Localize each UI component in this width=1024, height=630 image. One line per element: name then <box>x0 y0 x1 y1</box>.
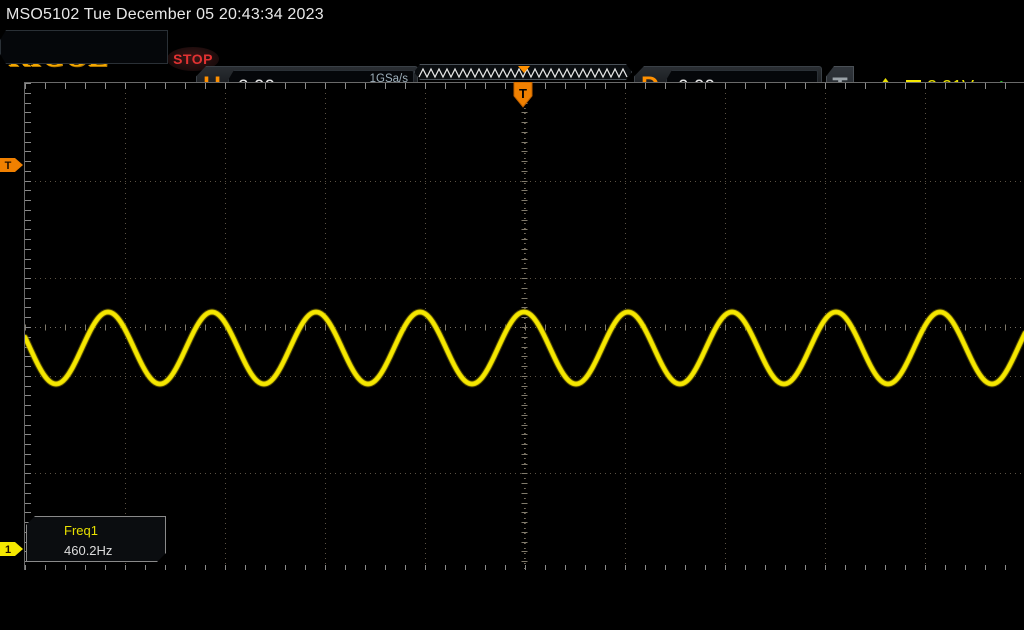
titlebar: MSO5102 Tue December 05 20:43:34 2023 <box>0 0 1024 30</box>
measurement-label: Freq1 <box>64 523 98 538</box>
top-toolbar: RIGOL STOP H 2.00ms 1GSa/s 20Mpts Measur… <box>0 30 1024 82</box>
bottom-status-bar: 1 500mV -1.86V 2 100mV 0.0 <box>0 572 1024 630</box>
trigger-level-marker[interactable]: T <box>0 155 24 175</box>
preview-trigger-marker-icon <box>518 66 530 73</box>
channel1-ground-marker[interactable]: 1 <box>0 539 24 559</box>
svg-text:1: 1 <box>5 544 11 556</box>
measurement-box[interactable] <box>26 516 166 562</box>
svg-text:T: T <box>5 160 12 172</box>
svg-text:T: T <box>519 86 527 101</box>
trigger-position-marker[interactable]: T <box>512 81 534 108</box>
trigger-readout-field[interactable] <box>0 30 168 64</box>
preview-waveform-icon <box>415 65 632 80</box>
measurement-value: 460.2Hz <box>64 543 113 558</box>
waveform-display-area[interactable] <box>24 82 1024 570</box>
model-datetime-text: MSO5102 Tue December 05 20:43:34 2023 <box>6 6 324 23</box>
graticule-grid <box>25 83 1024 570</box>
channel1-waveform-trace <box>25 308 1024 388</box>
